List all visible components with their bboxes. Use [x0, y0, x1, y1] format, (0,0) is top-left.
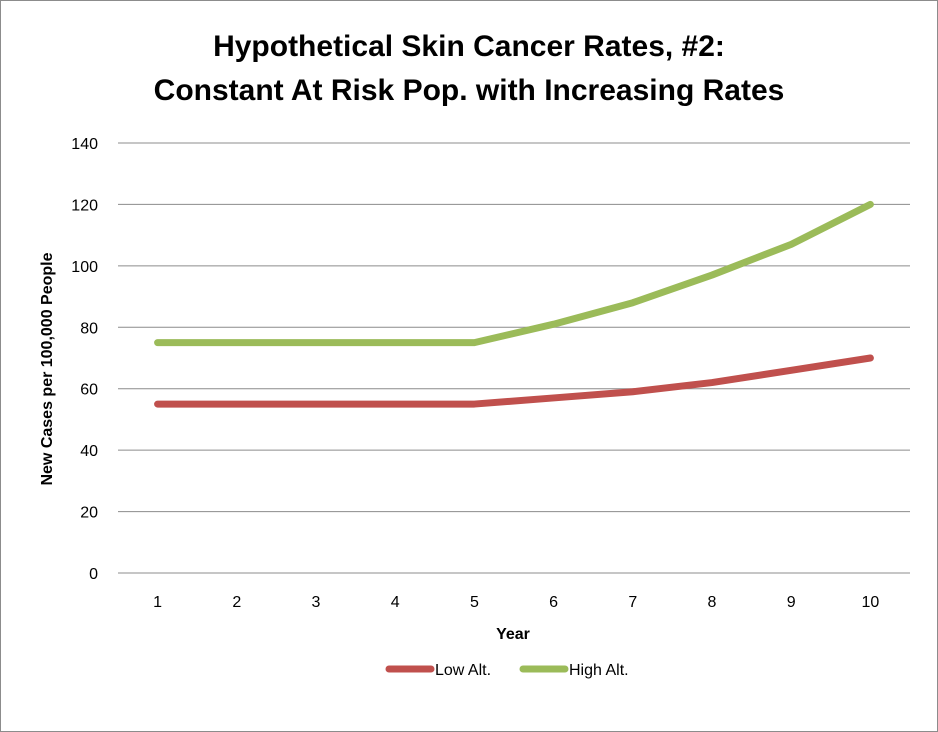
x-axis-title: Year — [496, 626, 530, 643]
x-tick-label: 2 — [232, 594, 241, 611]
y-axis-title: New Cases per 100,000 People — [39, 252, 56, 485]
x-tick-label: 1 — [153, 594, 162, 611]
series-lines — [154, 200, 874, 408]
x-tick-label: 3 — [312, 594, 321, 611]
chart-title-line-2: Constant At Risk Pop. with Increasing Ra… — [153, 74, 785, 107]
legend-label: Low Alt. — [435, 662, 491, 679]
x-tick-label: 5 — [470, 594, 479, 611]
y-tick-label: 100 — [71, 259, 98, 276]
x-tick-label: 7 — [628, 594, 637, 611]
y-tick-label: 120 — [71, 197, 98, 214]
y-tick-label: 0 — [89, 566, 98, 583]
y-tick-labels: 0 20 40 60 80 100 120 140 — [71, 136, 98, 583]
y-tick-label: 20 — [80, 505, 98, 522]
legend: Low Alt. High Alt. — [385, 662, 629, 679]
x-tick-label: 6 — [549, 594, 558, 611]
x-tick-label: 8 — [708, 594, 717, 611]
chart-title-line-1: Hypothetical Skin Cancer Rates, #2: — [213, 30, 725, 63]
legend-label: High Alt. — [569, 662, 629, 679]
x-tick-labels: 1 2 3 4 5 6 7 8 9 10 — [153, 594, 879, 611]
series-line-high-alt — [154, 200, 874, 347]
y-tick-label: 40 — [80, 443, 98, 460]
x-tick-label: 10 — [862, 594, 880, 611]
y-tick-label: 60 — [80, 382, 98, 399]
y-tick-label: 140 — [71, 136, 98, 153]
x-tick-label: 4 — [391, 594, 400, 611]
series-line-low-alt — [154, 354, 874, 408]
y-tick-label: 80 — [80, 320, 98, 337]
x-tick-label: 9 — [787, 594, 796, 611]
gridlines — [118, 142, 910, 574]
